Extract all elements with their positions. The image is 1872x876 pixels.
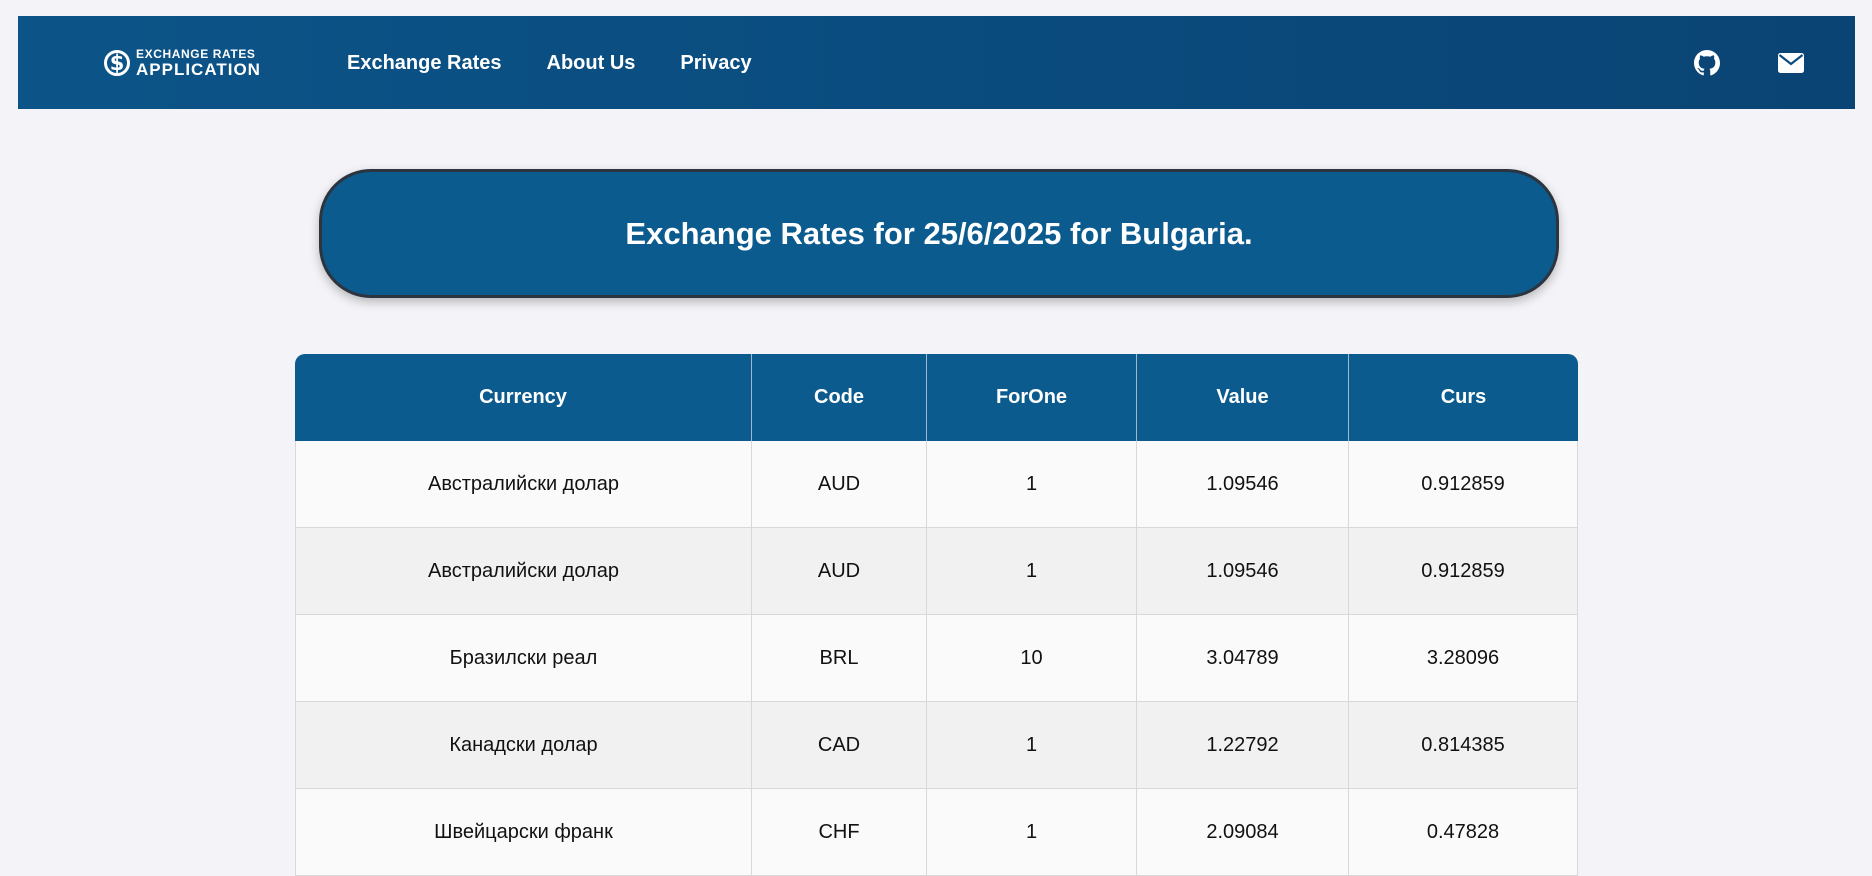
- table-row: Австралийски долар AUD 1 1.09546 0.91285…: [295, 528, 1578, 615]
- logo-text: EXCHANGE RATES APPLICATION: [136, 48, 261, 78]
- cell-value: 1.22792: [1137, 702, 1349, 789]
- nav-links: Exchange Rates About Us Privacy: [347, 50, 797, 76]
- cell-curs: 3.28096: [1349, 615, 1578, 702]
- table-header-row: Currency Code ForOne Value Curs: [295, 354, 1578, 441]
- navbar: $ EXCHANGE RATES APPLICATION Exchange Ra…: [18, 16, 1855, 109]
- cell-value: 1.09546: [1137, 441, 1349, 528]
- envelope-icon[interactable]: [1777, 49, 1805, 77]
- column-header-currency[interactable]: Currency: [295, 354, 752, 441]
- nav-link-privacy[interactable]: Privacy: [680, 52, 752, 74]
- page-banner: Exchange Rates for 25/6/2025 for Bulgari…: [319, 169, 1559, 298]
- column-header-code[interactable]: Code: [752, 354, 927, 441]
- cell-value: 1.09546: [1137, 528, 1349, 615]
- github-icon[interactable]: [1693, 49, 1721, 77]
- cell-code: BRL: [752, 615, 927, 702]
- cell-currency: Австралийски долар: [295, 528, 752, 615]
- table-row: Канадски долар CAD 1 1.22792 0.814385: [295, 702, 1578, 789]
- cell-code: AUD: [752, 441, 927, 528]
- cell-code: CAD: [752, 702, 927, 789]
- logo-line2: APPLICATION: [136, 60, 261, 79]
- app-logo[interactable]: $ EXCHANGE RATES APPLICATION: [104, 48, 261, 78]
- logo-line1: EXCHANGE RATES: [136, 47, 256, 61]
- dollar-circle-icon: $: [104, 50, 130, 76]
- cell-curs: 0.912859: [1349, 441, 1578, 528]
- cell-curs: 0.912859: [1349, 528, 1578, 615]
- nav-link-about-us[interactable]: About Us: [546, 52, 636, 74]
- nav-link-exchange-rates[interactable]: Exchange Rates: [347, 52, 502, 74]
- cell-value: 3.04789: [1137, 615, 1349, 702]
- exchange-rates-table-container: Currency Code ForOne Value Curs Австрали…: [295, 354, 1578, 876]
- column-header-forone[interactable]: ForOne: [927, 354, 1137, 441]
- cell-forone: 1: [927, 528, 1137, 615]
- cell-currency: Швейцарски франк: [295, 789, 752, 876]
- page-title: Exchange Rates for 25/6/2025 for Bulgari…: [625, 215, 1253, 251]
- exchange-rates-table: Currency Code ForOne Value Curs Австрали…: [295, 354, 1578, 876]
- table-row: Швейцарски франк CHF 1 2.09084 0.47828: [295, 789, 1578, 876]
- cell-curs: 0.47828: [1349, 789, 1578, 876]
- cell-forone: 10: [927, 615, 1137, 702]
- cell-currency: Канадски долар: [295, 702, 752, 789]
- cell-forone: 1: [927, 441, 1137, 528]
- nav-icons: [1637, 49, 1805, 77]
- cell-currency: Бразилски реал: [295, 615, 752, 702]
- cell-currency: Австралийски долар: [295, 441, 752, 528]
- cell-value: 2.09084: [1137, 789, 1349, 876]
- table-row: Бразилски реал BRL 10 3.04789 3.28096: [295, 615, 1578, 702]
- column-header-value[interactable]: Value: [1137, 354, 1349, 441]
- cell-code: AUD: [752, 528, 927, 615]
- cell-forone: 1: [927, 702, 1137, 789]
- cell-forone: 1: [927, 789, 1137, 876]
- cell-code: CHF: [752, 789, 927, 876]
- column-header-curs[interactable]: Curs: [1349, 354, 1578, 441]
- table-row: Австралийски долар AUD 1 1.09546 0.91285…: [295, 441, 1578, 528]
- cell-curs: 0.814385: [1349, 702, 1578, 789]
